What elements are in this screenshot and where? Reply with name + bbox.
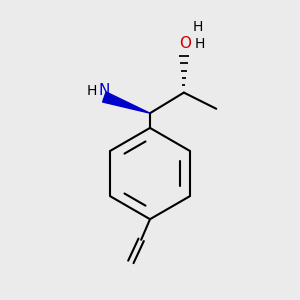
Text: H: H: [195, 37, 205, 51]
Polygon shape: [103, 92, 150, 113]
Text: H: H: [87, 83, 97, 98]
Text: N: N: [98, 83, 110, 98]
Text: H: H: [193, 20, 203, 34]
Text: O: O: [179, 36, 191, 51]
